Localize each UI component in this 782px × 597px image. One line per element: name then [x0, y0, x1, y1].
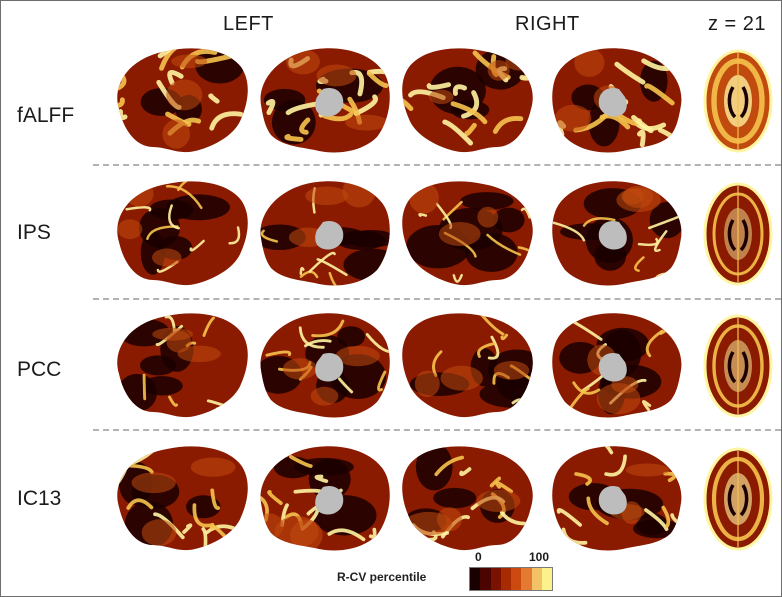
lat-left-brain-surface — [117, 313, 248, 418]
row-separator — [93, 164, 781, 166]
colorbar-swatch — [511, 568, 522, 590]
axial-slice-image — [703, 182, 773, 286]
header-left: LEFT — [223, 13, 274, 35]
row-separator — [93, 298, 781, 300]
axial-slice-image — [703, 49, 773, 153]
row-label-falff: fALFF — [17, 104, 75, 127]
lat-left-brain-surface — [117, 181, 248, 286]
med-right-brain-surface — [552, 181, 682, 286]
header-right: RIGHT — [515, 13, 580, 35]
colorbar-swatch — [541, 568, 552, 590]
med-right-brain-surface — [552, 446, 682, 551]
axial-slice-image — [703, 447, 773, 551]
colorbar-swatch — [490, 568, 501, 590]
med-left-brain-surface — [260, 48, 390, 153]
colorbar-swatch — [500, 568, 511, 590]
colorbar-max-label: 100 — [529, 550, 550, 564]
row-label-pcc: PCC — [17, 358, 62, 381]
lat-left-brain-surface — [117, 446, 248, 551]
colorbar-min-label: 0 — [475, 550, 482, 564]
colorbar-swatch — [480, 568, 491, 590]
med-right-brain-surface — [552, 48, 682, 153]
lat-right-brain-surface — [402, 313, 533, 418]
med-left-brain-surface — [260, 181, 390, 286]
axial-slice-image — [703, 314, 773, 418]
colorbar-swatch — [470, 568, 481, 590]
row-separator — [93, 429, 781, 431]
colorbar-swatch — [531, 568, 542, 590]
lat-right-brain-surface — [402, 48, 533, 153]
lat-right-brain-surface — [402, 181, 533, 286]
colorbar-swatch — [521, 568, 532, 590]
colorbar-title: R-CV percentile — [337, 570, 427, 584]
med-right-brain-surface — [552, 313, 682, 418]
lat-right-brain-surface — [402, 446, 533, 551]
med-left-brain-surface — [260, 313, 390, 418]
colorbar — [469, 567, 553, 591]
lat-left-brain-surface — [117, 48, 248, 153]
row-label-ips: IPS — [17, 221, 51, 244]
row-label-ic13: IC13 — [17, 487, 62, 510]
header-slice: z = 21 — [708, 13, 767, 35]
med-left-brain-surface — [260, 446, 390, 551]
